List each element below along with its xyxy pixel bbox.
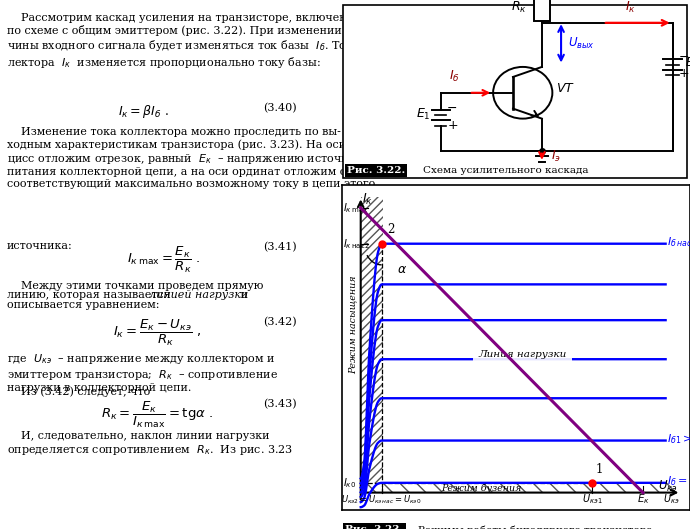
Text: $I_{к0}$: $I_{к0}$: [344, 476, 357, 490]
Text: $U_{вых}$: $U_{вых}$: [568, 36, 595, 51]
Text: (3.41): (3.41): [264, 242, 297, 252]
Text: Режимы работы биполярного транзистора: Режимы работы биполярного транзистора: [418, 525, 653, 529]
Text: $U_{кэ}$: $U_{кэ}$: [662, 492, 679, 506]
Text: где  $U_{кэ}$  – напряжение между коллектором и
эмиттером транзистора;  $R_к$  –: где $U_{кэ}$ – напряжение между коллекто…: [7, 352, 278, 394]
Text: Рис. 3.22.: Рис. 3.22.: [347, 166, 405, 175]
Text: линией нагрузки: линией нагрузки: [148, 290, 248, 300]
Text: Между этими точками проведем прямую: Между этими точками проведем прямую: [7, 281, 263, 291]
Text: И, следовательно, наклон линии нагрузки
определяется сопротивлением  $R_к$.  Из : И, следовательно, наклон линии нагрузки …: [7, 431, 293, 457]
Text: $E_к$: $E_к$: [684, 56, 690, 71]
Text: линию, которая называется: линию, которая называется: [7, 290, 174, 300]
Text: −: −: [447, 103, 457, 115]
Text: Линия нагрузки: Линия нагрузки: [479, 350, 567, 359]
Text: $R_к$: $R_к$: [511, 0, 527, 14]
Text: $I_к$: $I_к$: [625, 0, 636, 15]
Text: $R_к = \dfrac{E_к}{I_{к\,\mathrm{max}}} = \mathrm{tg}\alpha\ .$: $R_к = \dfrac{E_к}{I_{к\,\mathrm{max}}} …: [101, 399, 213, 430]
Text: −: −: [679, 51, 689, 65]
Text: (3.42): (3.42): [264, 317, 297, 327]
Text: Из (3.42) следует, что: Из (3.42) следует, что: [7, 386, 150, 397]
Polygon shape: [361, 483, 678, 492]
Text: $I_{б1} > 0$: $I_{б1} > 0$: [667, 432, 690, 446]
Text: $E_1$: $E_1$: [416, 106, 431, 122]
Text: $I_к = \beta I_б$ .: $I_к = \beta I_б$ .: [118, 103, 169, 120]
Text: Изменение тока коллектора можно проследить по вы-
ходным характеристикам транзис: Изменение тока коллектора можно проследи…: [7, 127, 389, 189]
Text: $E_к$: $E_к$: [636, 492, 649, 506]
Text: $I_{к\,\mathrm{max}}$: $I_{к\,\mathrm{max}}$: [344, 201, 368, 215]
Text: $I_{б\,нас}$: $I_{б\,нас}$: [667, 235, 690, 249]
Text: Режим бузения: Режим бузения: [441, 484, 521, 493]
Text: источника:: источника:: [7, 241, 72, 251]
Text: $I_к$: $I_к$: [362, 192, 373, 207]
Text: $I_б$: $I_б$: [449, 69, 460, 84]
Text: и: и: [237, 290, 248, 300]
Text: 2: 2: [387, 223, 394, 235]
Text: (3.40): (3.40): [264, 103, 297, 113]
Text: описывается уравнением:: описывается уравнением:: [7, 300, 159, 310]
Polygon shape: [361, 197, 384, 483]
Text: $I_{к\,\mathrm{нас2}}$: $I_{к\,\mathrm{нас2}}$: [344, 237, 370, 251]
Text: +: +: [679, 67, 689, 80]
Text: $I_б = 0$: $I_б = 0$: [667, 475, 690, 488]
Text: 1: 1: [596, 463, 603, 476]
Text: $U_{кэ1}$: $U_{кэ1}$: [582, 492, 603, 506]
Text: $I_к = \dfrac{E_к - U_{кэ}}{R_к}\ ,$: $I_к = \dfrac{E_к - U_{кэ}}{R_к}\ ,$: [113, 317, 201, 348]
Text: Режим насыщения: Режим насыщения: [348, 276, 357, 375]
Text: $I_{к\,\mathrm{max}} = \dfrac{E_к}{R_к}\ .$: $I_{к\,\mathrm{max}} = \dfrac{E_к}{R_к}\…: [127, 245, 201, 275]
FancyBboxPatch shape: [534, 0, 549, 21]
Text: $I_э$: $I_э$: [551, 149, 561, 164]
Text: Рассмотрим каскад усиления на транзисторе, включенном
по схеме с общим эмиттером: Рассмотрим каскад усиления на транзистор…: [7, 13, 382, 70]
Text: $VT$: $VT$: [556, 81, 575, 95]
Text: $U_{кэ2}=U_{кэ\,нас}=U_{кэ0}$: $U_{кэ2}=U_{кэ\,нас}=U_{кэ0}$: [342, 493, 422, 506]
Text: Схема усилительного каскада: Схема усилительного каскада: [424, 166, 589, 175]
Text: +: +: [447, 119, 457, 132]
Text: $\alpha$: $\alpha$: [397, 263, 408, 276]
Text: $U_{кэ}$: $U_{кэ}$: [658, 479, 678, 494]
Text: (3.43): (3.43): [264, 399, 297, 409]
Text: Рис. 3.23.: Рис. 3.23.: [345, 525, 403, 529]
